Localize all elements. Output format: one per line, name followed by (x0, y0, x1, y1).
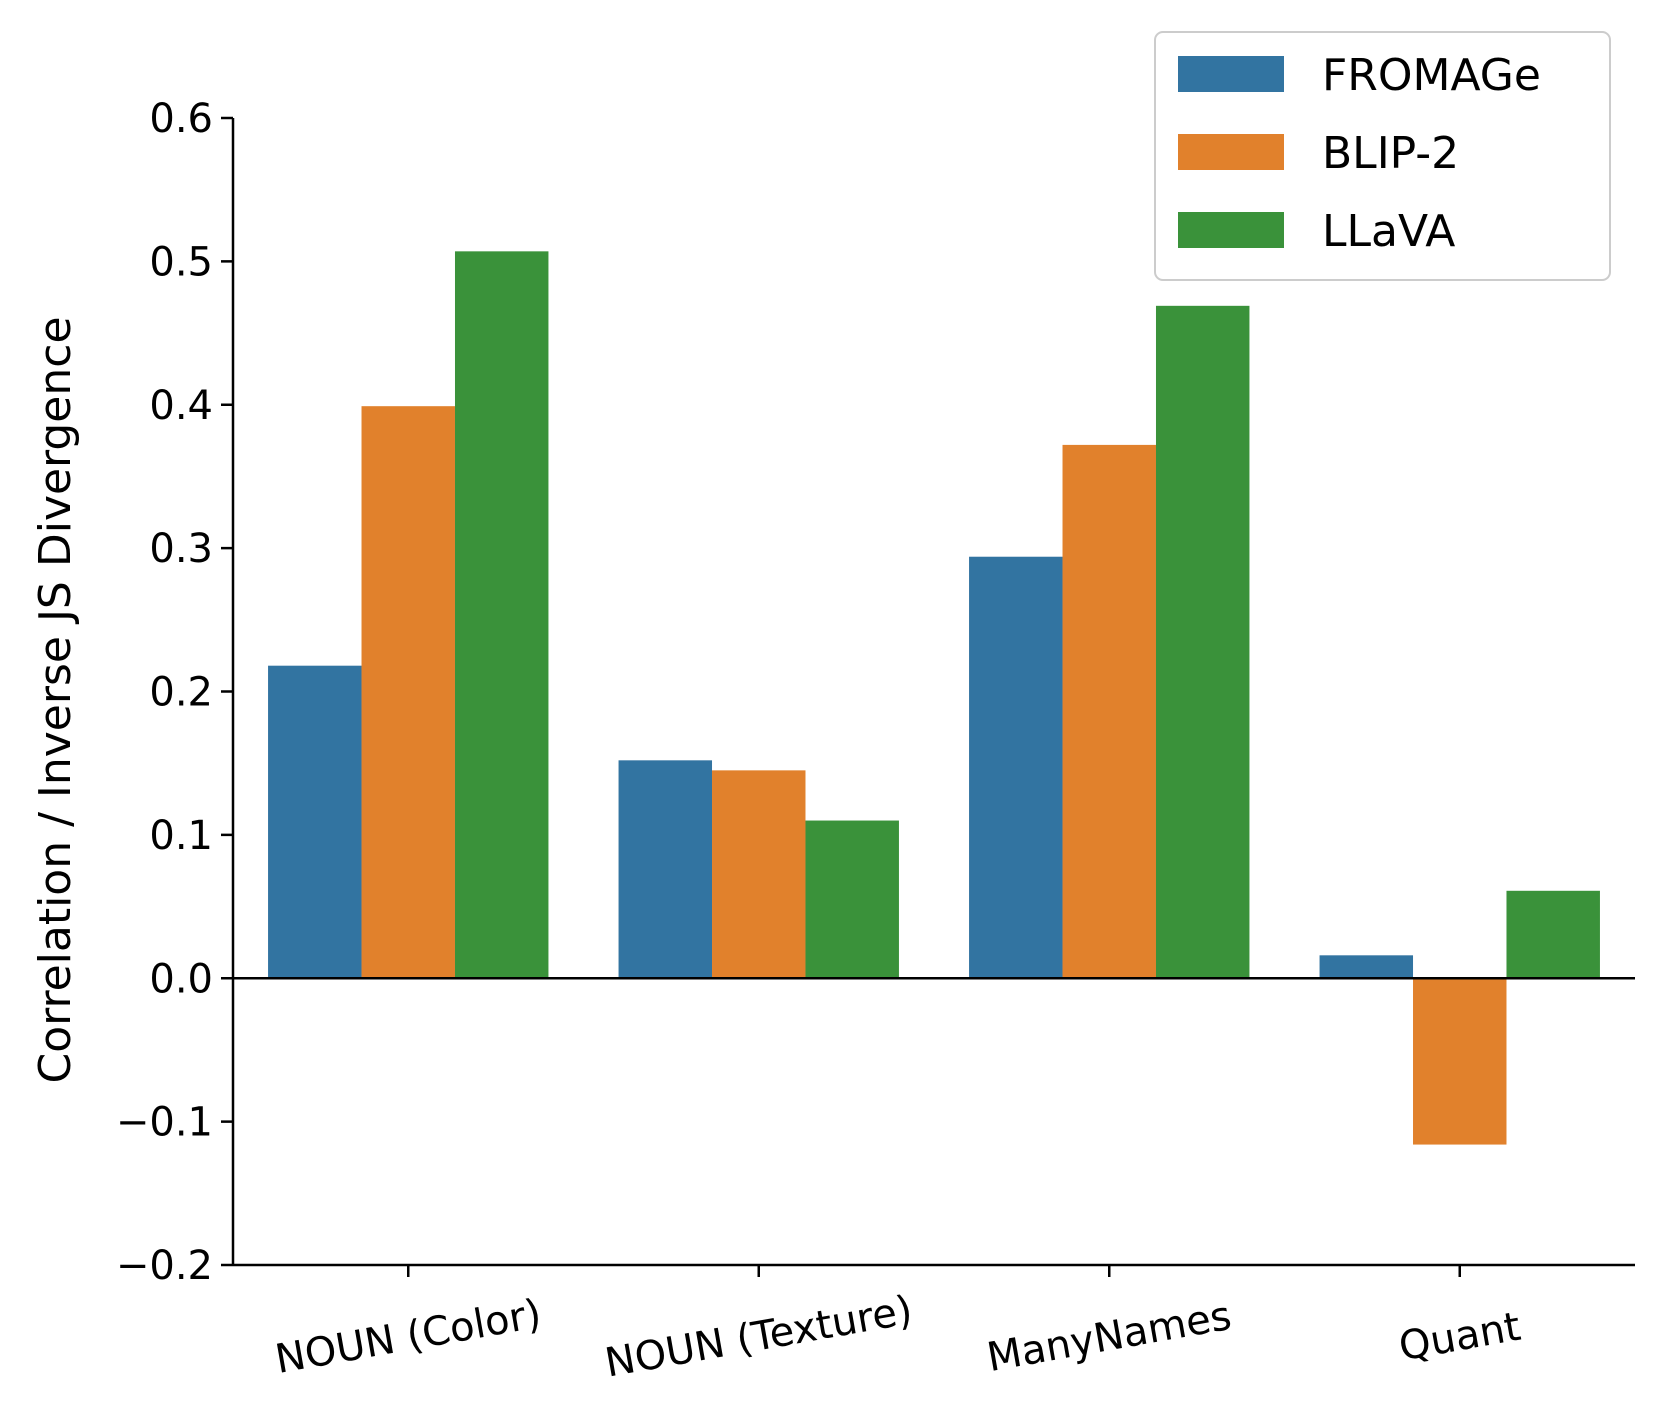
y-tick-label: 0.2 (149, 670, 213, 716)
x-tick-label: NOUN (Texture) (602, 1287, 916, 1386)
x-tick-label: ManyNames (984, 1293, 1235, 1381)
bar-blip-2-2 (1062, 444, 1156, 979)
y-tick-label: 0.3 (149, 526, 213, 572)
bar-fromage-2 (969, 556, 1063, 979)
x-ticks-group: NOUN (Color) NOUN (Texture) ManyNames Quant (272, 1265, 1524, 1387)
legend-swatch (1178, 212, 1284, 248)
bar-fromage-1 (618, 760, 713, 979)
y-tick-label: 0.6 (149, 96, 213, 142)
y-tick-label: 0.5 (149, 239, 213, 285)
x-tick-label: NOUN (Color) (272, 1291, 545, 1383)
bars-group (268, 251, 1600, 1145)
bar-llava-3 (1506, 890, 1600, 979)
bar-llava-1 (805, 820, 899, 979)
y-tick-label: −0.2 (116, 1243, 213, 1289)
bar-fromage-0 (268, 665, 362, 979)
y-tick-label: −0.1 (116, 1100, 213, 1146)
x-tick-label: Quant (1395, 1304, 1524, 1371)
y-axis-title: Correlation / Inverse JS Divergence (30, 316, 81, 1083)
legend-swatch (1178, 56, 1284, 92)
y-ticks-group: −0.2 −0.1 0.0 0.1 0.2 0.3 0.4 0.5 0.6 (116, 96, 233, 1289)
legend-items: FROMAGe BLIP-2 LLaVA (1178, 50, 1541, 257)
legend-label: LLaVA (1322, 206, 1455, 257)
legend-label: FROMAGe (1322, 50, 1541, 101)
y-tick-label: 0.0 (149, 956, 213, 1002)
bar-llava-0 (454, 251, 549, 979)
legend-label: BLIP-2 (1322, 128, 1459, 179)
bar-blip-2-3 (1413, 978, 1507, 1145)
legend-swatch (1178, 134, 1284, 170)
bar-llava-2 (1155, 305, 1250, 979)
bar-fromage-3 (1319, 955, 1414, 979)
bar-blip-2-1 (712, 770, 806, 979)
y-tick-label: 0.4 (149, 383, 213, 429)
bar-blip-2-0 (361, 406, 455, 979)
legend: FROMAGe BLIP-2 LLaVA (1154, 31, 1611, 281)
y-tick-label: 0.1 (149, 813, 213, 859)
